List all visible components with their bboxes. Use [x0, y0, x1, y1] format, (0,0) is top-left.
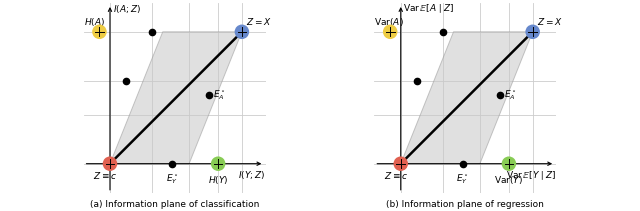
Text: $Z \equiv c$: $Z \equiv c$ — [383, 170, 408, 181]
Text: $Z \equiv c$: $Z \equiv c$ — [93, 170, 117, 181]
Text: $H(A)$: $H(A)$ — [84, 16, 105, 28]
Polygon shape — [401, 32, 532, 164]
Text: $\mathrm{Var}\,\mathbb{E}[Y \mid Z]$: $\mathrm{Var}\,\mathbb{E}[Y \mid Z]$ — [506, 169, 556, 182]
Circle shape — [235, 24, 249, 39]
Text: $E_A^\star$: $E_A^\star$ — [504, 88, 516, 102]
Text: $Z = X$: $Z = X$ — [246, 16, 271, 27]
Text: $I(A; Z)$: $I(A; Z)$ — [113, 3, 141, 15]
Text: $E_Y^\star$: $E_Y^\star$ — [456, 173, 469, 187]
Circle shape — [383, 24, 397, 39]
Text: $I(Y; Z)$: $I(Y; Z)$ — [238, 169, 266, 181]
Text: $\mathrm{Var}(Y)$: $\mathrm{Var}(Y)$ — [494, 174, 524, 186]
Circle shape — [211, 156, 225, 171]
Polygon shape — [110, 32, 242, 164]
Circle shape — [394, 156, 408, 171]
Text: $E_Y^\star$: $E_Y^\star$ — [166, 173, 179, 187]
Circle shape — [92, 24, 107, 39]
Circle shape — [502, 156, 516, 171]
Text: (a) Information plane of classification: (a) Information plane of classification — [90, 200, 259, 209]
Text: (b) Information plane of regression: (b) Information plane of regression — [387, 200, 545, 209]
Circle shape — [103, 156, 117, 171]
Text: $H(Y)$: $H(Y)$ — [208, 174, 228, 186]
Text: $\mathrm{Var}\,\mathbb{E}[A \mid Z]$: $\mathrm{Var}\,\mathbb{E}[A \mid Z]$ — [403, 3, 454, 15]
Circle shape — [525, 24, 540, 39]
Text: $Z = X$: $Z = X$ — [536, 16, 563, 27]
Text: $E_A^\star$: $E_A^\star$ — [213, 88, 226, 102]
Text: $\mathrm{Var}(A)$: $\mathrm{Var}(A)$ — [374, 16, 404, 28]
